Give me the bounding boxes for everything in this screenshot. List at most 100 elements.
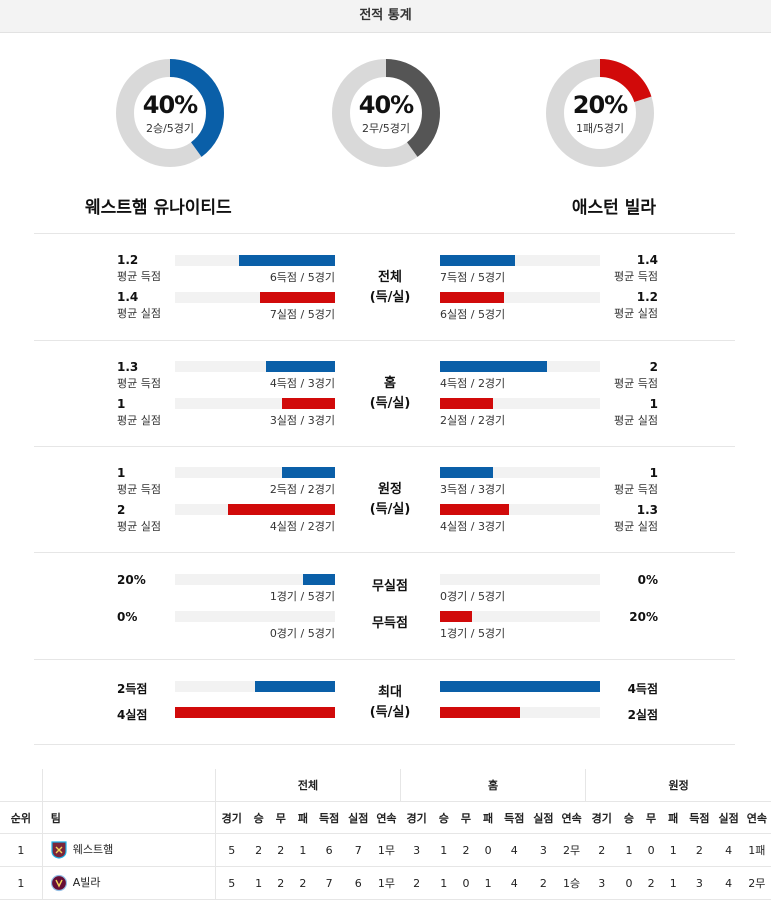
col-header: 연속 [372,801,401,834]
col-header: 연속 [557,801,586,834]
section-label-home: 홈 (득/실) [350,374,430,414]
home-scored-bar [282,467,335,478]
stat-cell: 2 [640,866,663,900]
stat-cell: 2무 [742,866,771,900]
home-conceded-bar [282,398,335,409]
section-label-line: (득/실) [369,502,411,517]
away-max-conceded: 2실점 [627,708,658,722]
home-scored-bar [266,361,335,372]
away-scored-track [440,255,600,266]
loss-sub: 1패/5경기 [575,122,625,135]
col-header: 승 [617,801,641,834]
stat-cell: 4 [714,866,743,900]
home-max-conceded-bar [175,707,335,718]
col-header: 실점 [344,801,373,834]
away-scored-detail: 4득점 / 2경기 [440,377,506,390]
home-avg-scored-label: 평균 득점 [117,270,161,283]
loss-pct: 20% [572,91,628,119]
away-avg-scored-label: 평균 득점 [614,270,658,283]
home-conceded-track [175,398,335,409]
stat-cell: 0 [640,833,663,867]
away-scored-bar [440,255,515,266]
away-scored-bar [440,467,493,478]
stat-cell: 5 [214,833,248,867]
home-noscore-track [175,611,335,622]
col-team: 팀 [41,801,216,834]
home-conceded-detail: 3실점 / 3경기 [269,414,335,427]
col-header: 경기 [214,801,248,834]
section-label-line: 최대 [378,685,402,700]
home-team-name: 웨스트햄 유나이티드 [85,198,232,218]
away-conceded-track [440,292,600,303]
away-clean-sheet-pct: 0% [637,573,658,587]
group-header-away: 원정 [585,769,771,802]
section-label-line: 원정 [378,482,402,497]
table-row[interactable]: 1 웨스트햄 5 2 2 1 6 7 1무 3 1 2 0 4 3 2무 2 1 0 1 2 4 1패 [0,833,771,867]
stat-cell: 6 [314,833,345,867]
west-ham-crest-icon [51,841,67,859]
home-scored-track [175,361,335,372]
divider [34,340,735,341]
away-max-conceded-track [440,707,600,718]
empty-cell [41,769,216,802]
away-avg-conceded: 1.2 [636,290,658,304]
stat-cell: 1 [477,866,500,900]
stat-cell: 5 [214,866,248,900]
stat-cell: 3 [529,833,558,867]
clean-sheet-label: 무실점 [372,579,408,594]
stats-title: 전적 통계 [359,8,412,23]
away-avg-scored: 1.4 [636,253,658,267]
stat-cell: 0 [454,866,478,900]
col-rank: 순위 [0,801,43,834]
draw-donut-chart [332,59,440,167]
col-header: 무 [269,801,292,834]
stat-cell: 1 [662,833,685,867]
divider [34,744,735,745]
col-header: 득점 [684,801,715,834]
home-avg-conceded-label: 평균 실점 [117,307,161,320]
stat-cell: 1 [432,866,455,900]
col-header: 실점 [714,801,743,834]
home-avg-conceded: 1.4 [117,290,139,304]
away-conceded-track [440,504,600,515]
away-avg-conceded: 1.3 [636,503,658,517]
win-donut-chart [116,59,224,167]
away-avg-scored: 1 [649,466,658,480]
home-clean-detail: 1경기 / 5경기 [269,590,335,603]
stat-cell: 2 [247,833,270,867]
team-cell[interactable]: A빌라 [41,866,216,900]
standings-table: 전체 홈 원정 순위 팀 경기 승 무 패 득점 실점 연속 경기 승 무 패 득점 실점 연속 경기 승… [0,769,771,900]
team-cell[interactable]: 웨스트햄 [41,833,216,867]
col-header: 승 [432,801,455,834]
draw-sub: 2무/5경기 [361,122,411,135]
home-clean-track [175,574,335,585]
home-scored-detail: 2득점 / 2경기 [269,483,335,496]
win-pct: 40% [142,91,198,119]
away-conceded-bar [440,292,504,303]
win-donut: 40% 2승/5경기 [115,58,225,168]
draw-donut: 40% 2무/5경기 [331,58,441,168]
stat-cell: 0 [617,866,641,900]
home-avg-scored-label: 평균 득점 [117,377,161,390]
home-clean-bar [303,574,335,585]
away-conceded-bar [440,504,509,515]
draw-pct: 40% [358,91,414,119]
away-conceded-detail: 6실점 / 5경기 [440,308,506,321]
section-label-line: 홈 [384,376,396,391]
divider [34,659,735,660]
stat-cell: 2 [454,833,478,867]
stat-cell: 4 [499,833,530,867]
col-header: 무 [640,801,663,834]
stat-cell: 1무 [372,866,401,900]
away-avg-conceded-label: 평균 실점 [614,414,658,427]
home-scored-track [175,467,335,478]
stat-cell: 3 [585,866,618,900]
stat-cell: 1 [432,833,455,867]
col-header: 패 [291,801,314,834]
stat-cell: 2 [684,833,715,867]
away-scored-bar [440,361,547,372]
table-row[interactable]: 1 A빌라 5 1 2 2 7 6 1무 2 1 0 1 4 2 1승 3 0 2 1 3 4 2무 [0,866,771,900]
col-header: 득점 [314,801,345,834]
home-scored-detail: 6득점 / 5경기 [269,271,335,284]
stat-cell: 2 [269,866,292,900]
